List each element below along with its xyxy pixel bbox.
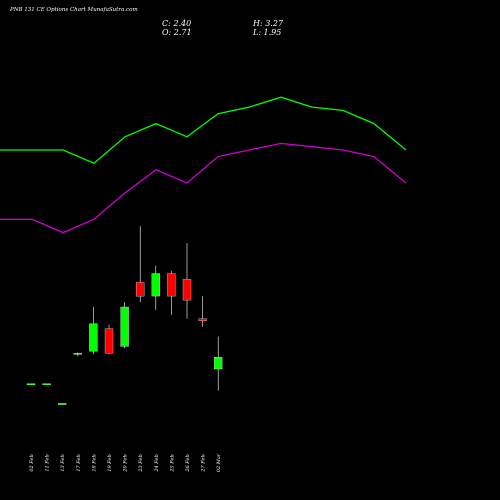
x-tick-label: 24 Feb [154, 454, 160, 472]
high-value: H: 3.27 [253, 19, 284, 28]
x-tick-label: 23 Feb [138, 454, 144, 472]
x-tick-label: 27 Feb [201, 454, 207, 472]
upper-band-line [0, 96, 407, 164]
candle-body [89, 323, 98, 352]
x-tick-label: 20 Feb [123, 454, 129, 472]
candle-body [26, 383, 36, 386]
candle-body [167, 273, 176, 297]
candle-body [104, 328, 114, 354]
x-tick-label: 02 Mar [216, 453, 222, 472]
candle-body [198, 318, 207, 321]
candle-body [58, 403, 67, 405]
x-tick-label: 11 Feb [45, 454, 51, 471]
chart-title: PNB 131 CE Options Chart MunafaSutra.com [10, 7, 138, 13]
low-value: L: 1.95 [253, 28, 282, 37]
candle-body [214, 357, 223, 370]
candle-body [73, 353, 82, 355]
x-tick-label: 02 Feb [29, 454, 35, 471]
x-tick-label: 13 Feb [60, 454, 66, 471]
close-value: C: 2.40 [162, 19, 192, 28]
candle-body [151, 273, 160, 297]
x-tick-label: 19 Feb [107, 454, 113, 471]
candle-body [136, 282, 145, 297]
open-value: O: 2.71 [162, 28, 192, 37]
x-tick-label: 26 Feb [185, 454, 191, 472]
candle-body [182, 279, 192, 301]
lower-band-line [0, 142, 407, 234]
candle-body [120, 306, 129, 347]
x-tick-label: 25 Feb [169, 454, 175, 472]
candle-body [42, 383, 51, 386]
x-tick-label: 18 Feb [91, 454, 97, 471]
x-tick-label: 17 Feb [76, 454, 82, 471]
